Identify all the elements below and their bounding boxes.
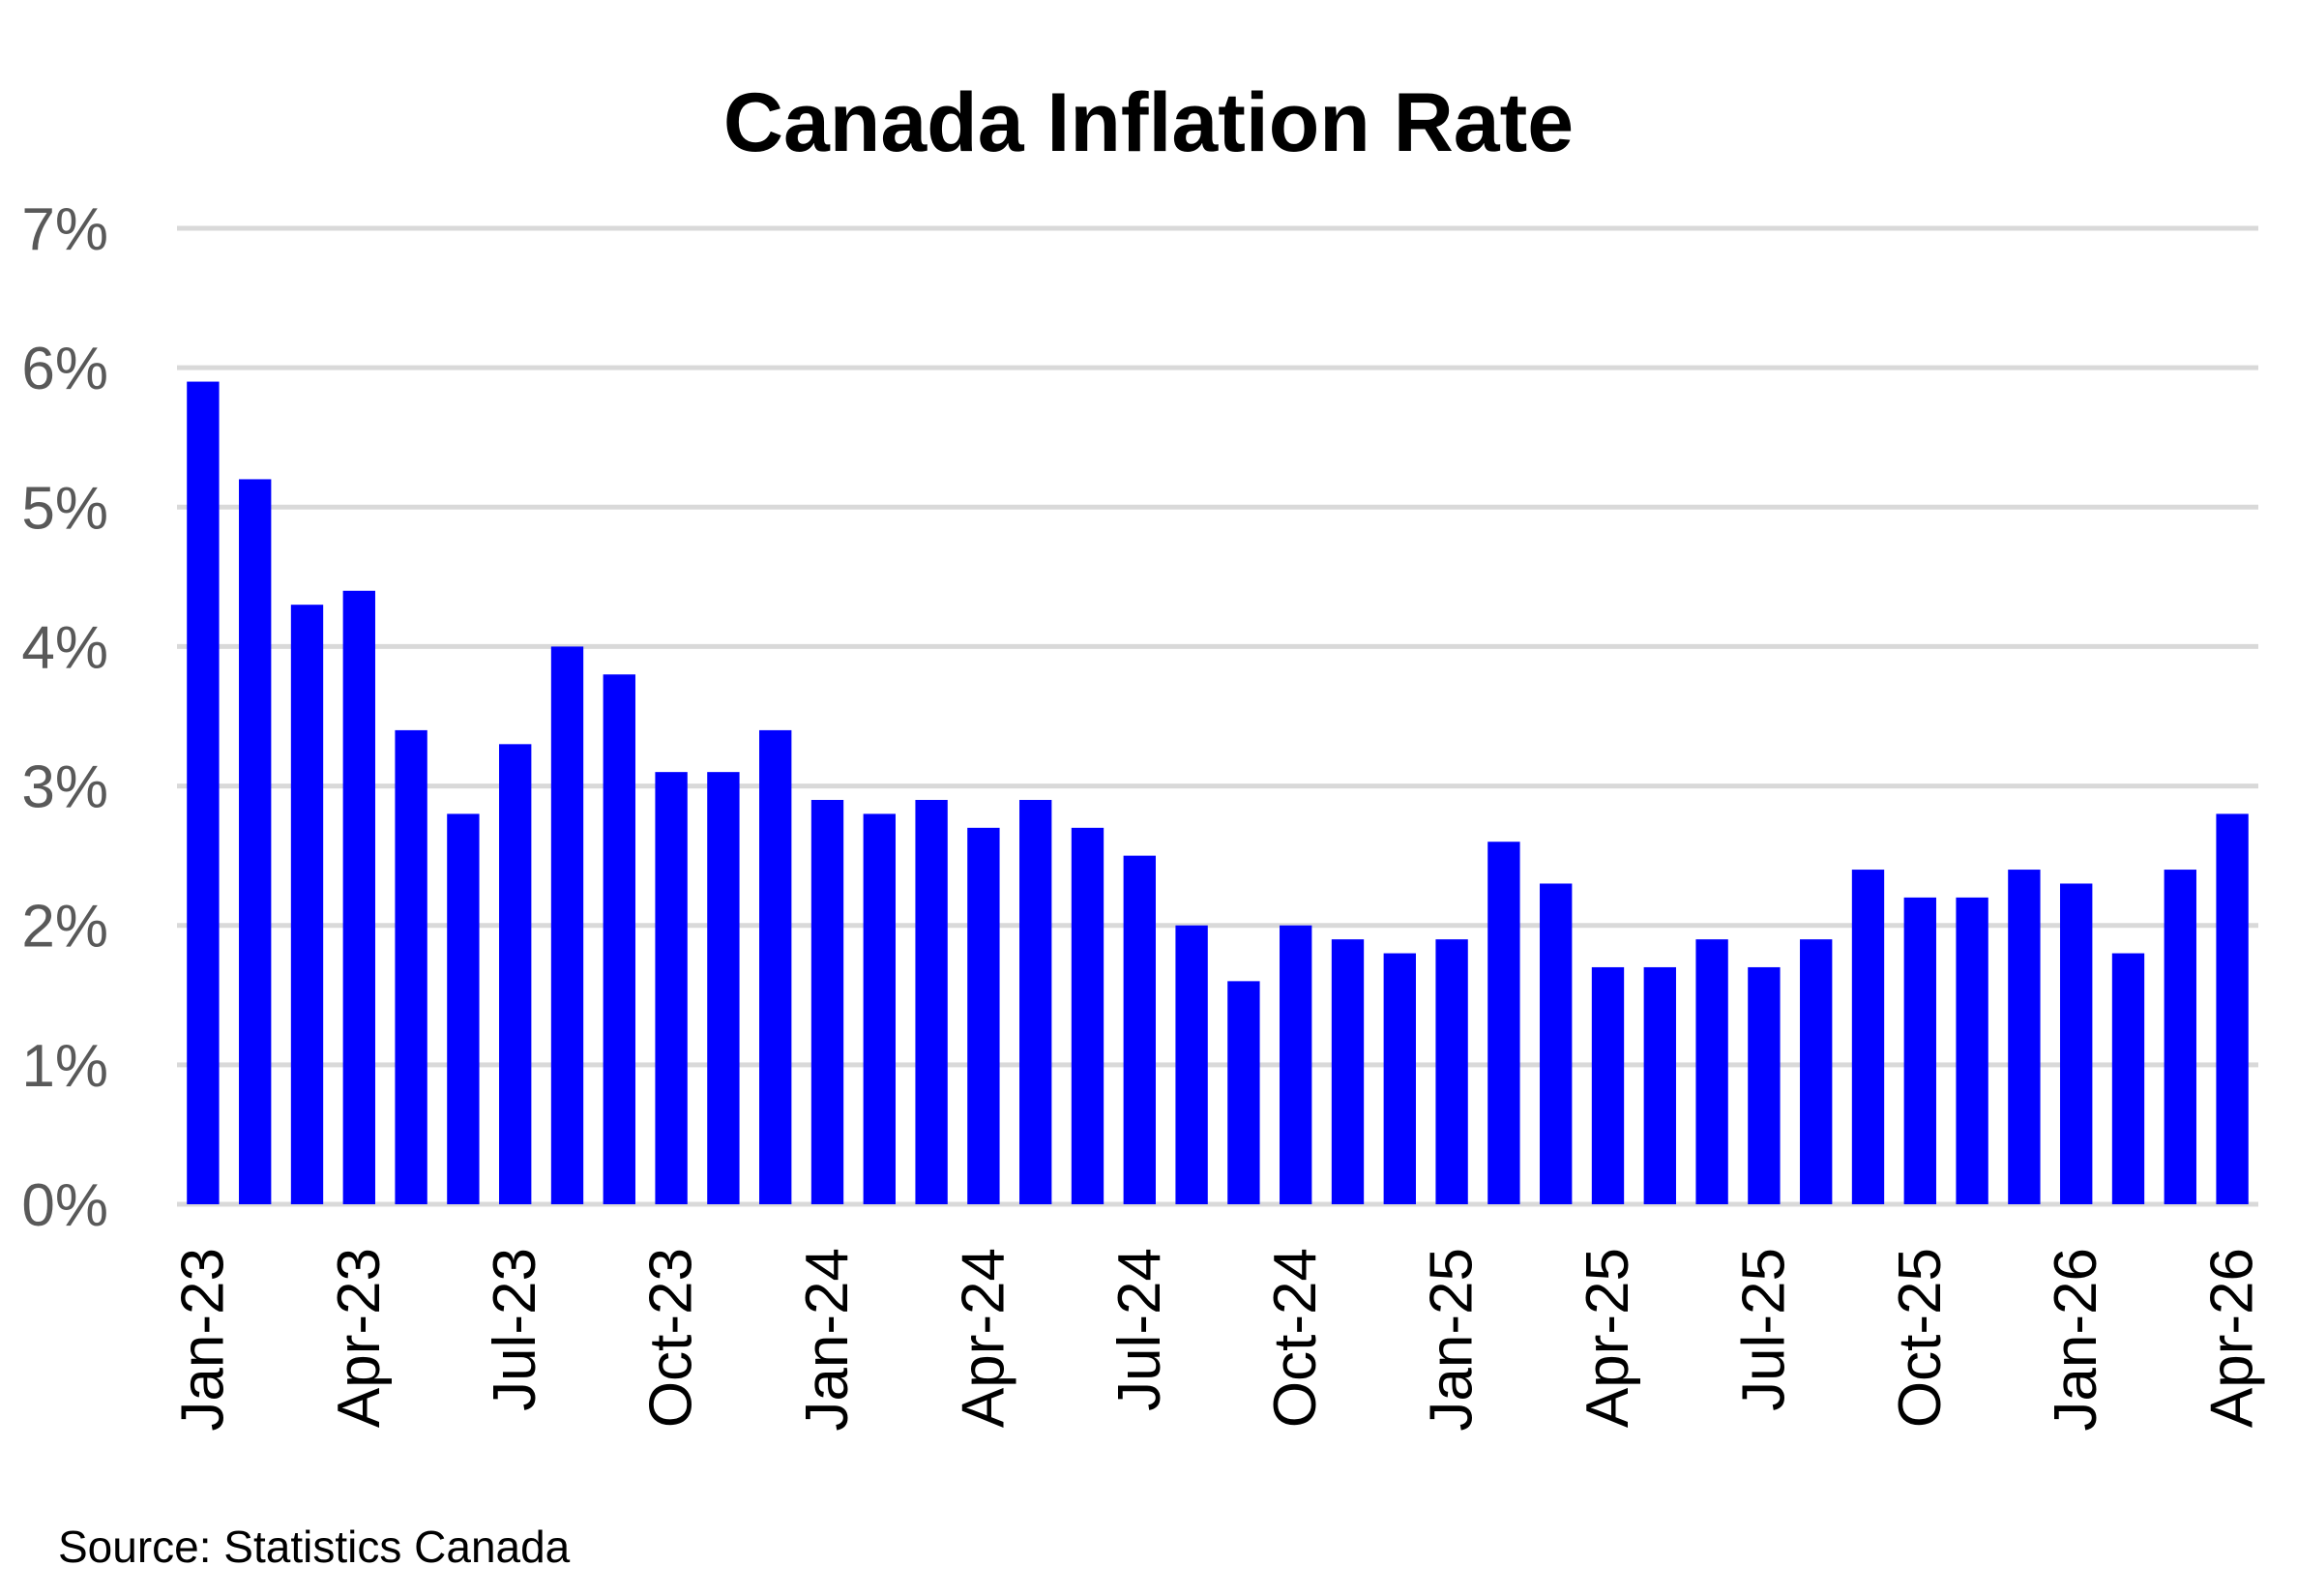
bar-dec-24 (1383, 953, 1416, 1204)
bar-nov-24 (1331, 939, 1365, 1204)
chart-title: Canada Inflation Rate (722, 76, 1575, 169)
x-tick-label: Jul-23 (482, 1248, 548, 1411)
bar-jun-25 (1695, 939, 1728, 1204)
x-tick-label: Jan-25 (1419, 1248, 1486, 1432)
y-tick-label: 5% (21, 475, 108, 542)
bar-may-24 (1019, 799, 1052, 1204)
bar-feb-25 (1487, 842, 1520, 1204)
bar-jun-24 (1071, 827, 1104, 1204)
bar-jul-25 (1748, 966, 1781, 1204)
bar-mar-24 (915, 799, 948, 1204)
bar-mar-23 (290, 605, 324, 1204)
y-tick-label: 3% (21, 754, 108, 821)
bar-jan-26 (2060, 883, 2093, 1204)
y-tick-label: 7% (21, 196, 108, 263)
x-tick-label: Jan-24 (794, 1248, 861, 1432)
x-tick-label: Oct-23 (638, 1248, 705, 1428)
bar-feb-24 (863, 813, 896, 1204)
bar-jan-24 (810, 799, 844, 1204)
x-tick-label: Apr-23 (326, 1248, 393, 1428)
y-tick-label: 0% (21, 1172, 108, 1239)
x-tick-label: Apr-25 (1575, 1248, 1641, 1428)
bar-feb-26 (2111, 953, 2145, 1204)
y-tick-label: 6% (21, 336, 108, 402)
bar-aug-25 (1800, 939, 1833, 1204)
bar-mar-26 (2164, 870, 2196, 1204)
gridlines (177, 225, 2258, 1207)
x-tick-label: Jul-24 (1106, 1248, 1173, 1411)
bar-jul-24 (1123, 855, 1156, 1204)
x-tick-label: Jan-26 (2043, 1248, 2109, 1432)
bar-apr-23 (342, 590, 375, 1204)
bar-sep-25 (1851, 870, 1885, 1204)
x-tick-label: Oct-25 (1887, 1248, 1954, 1428)
x-tick-label: Jul-25 (1730, 1248, 1797, 1411)
y-axis-labels: 0% 1% 2% 3% 4% 5% 6% 7% (21, 196, 108, 1239)
bar-jan-23 (187, 381, 220, 1204)
bar-nov-23 (707, 772, 740, 1204)
x-axis-labels: Jan-23 Apr-23 Jul-23 Oct-23 Jan-24 Apr-24 Jul-… (169, 1248, 2265, 1432)
bar-aug-24 (1175, 925, 1208, 1204)
bar-oct-25 (1903, 897, 1936, 1204)
bar-oct-23 (655, 772, 688, 1204)
y-tick-label: 2% (21, 894, 108, 961)
source-note: Source: Statistics Canada (58, 1522, 571, 1572)
bar-dec-25 (2008, 870, 2041, 1204)
bar-jul-23 (499, 744, 532, 1204)
bar-aug-23 (550, 646, 584, 1204)
x-tick-label: Jan-23 (169, 1248, 236, 1432)
bars (187, 381, 2249, 1204)
bar-may-23 (395, 729, 427, 1204)
y-tick-label: 4% (21, 614, 108, 681)
x-tick-label: Oct-24 (1262, 1248, 1329, 1428)
bar-sep-24 (1227, 981, 1260, 1204)
bar-jan-25 (1435, 939, 1468, 1204)
bar-mar-25 (1540, 883, 1573, 1204)
bar-dec-23 (759, 729, 792, 1204)
y-tick-label: 1% (21, 1033, 108, 1100)
bar-sep-23 (603, 674, 635, 1204)
bar-apr-26 (2216, 813, 2249, 1204)
bar-nov-25 (1956, 897, 1988, 1204)
bar-feb-23 (239, 479, 272, 1204)
bar-may-25 (1643, 966, 1676, 1204)
bar-oct-24 (1280, 925, 1312, 1204)
bar-apr-25 (1591, 966, 1625, 1204)
bar-apr-24 (967, 827, 1000, 1204)
bar-jun-23 (447, 813, 480, 1204)
x-tick-label: Apr-26 (2199, 1248, 2266, 1428)
x-tick-label: Apr-24 (950, 1248, 1016, 1428)
